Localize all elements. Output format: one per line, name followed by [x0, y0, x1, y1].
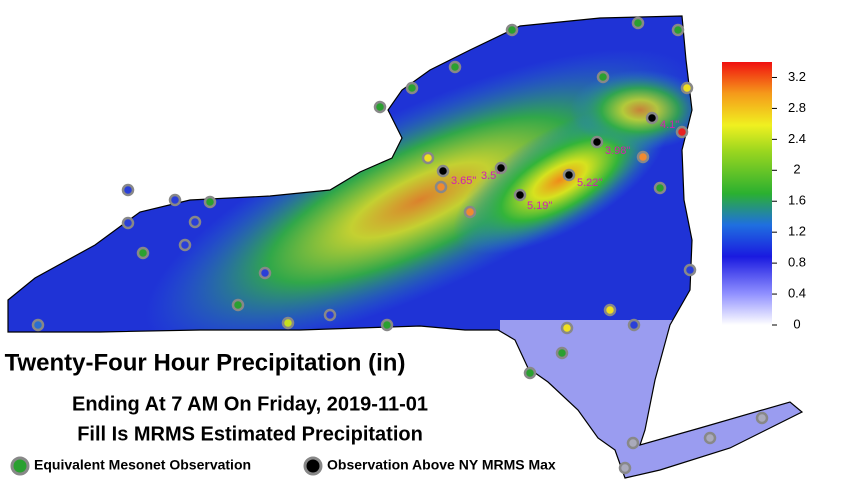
observation-label: 5.22"	[577, 177, 602, 189]
subtitle: Ending At 7 AM On Friday, 2019-11-01	[72, 393, 428, 415]
colorbar-tick-label: 0.4	[788, 285, 806, 300]
observation-label: 3.65"	[451, 175, 476, 187]
observation-label: 3.98"	[605, 145, 630, 157]
legend-swatch	[10, 456, 30, 476]
colorbar-tick-label: 0.8	[788, 255, 806, 270]
colorbar-tick-label: 2	[793, 162, 800, 177]
colorbar-tick-label: 2.4	[788, 131, 806, 146]
colorbar-ticks: 0 0.4 0.8 1.2 1.6 2 2.4 2.8 3.2	[772, 69, 806, 331]
title: Twenty-Four Hour Precipitation (in)	[5, 349, 406, 376]
legend-label: Equivalent Mesonet Observation	[34, 457, 251, 473]
stations	[31, 16, 769, 475]
colorbar	[722, 62, 772, 325]
max-observations	[436, 111, 689, 202]
colorbar-tick-label: 1.6	[788, 193, 806, 208]
colorbar-tick-label: 0	[793, 316, 800, 331]
legend-label: Observation Above NY MRMS Max	[327, 457, 556, 473]
legend-swatch	[303, 456, 323, 476]
observation-label: 5.19"	[527, 200, 552, 212]
colorbar-tick-label: 2.8	[788, 100, 806, 115]
observation-label: 4.1"	[660, 119, 679, 131]
subtitle: Fill Is MRMS Estimated Precipitation	[77, 423, 423, 445]
colorbar-tick-label: 3.2	[788, 69, 806, 84]
observation-label: 3.5"	[481, 170, 500, 182]
colorbar-tick-label: 1.2	[788, 224, 806, 239]
